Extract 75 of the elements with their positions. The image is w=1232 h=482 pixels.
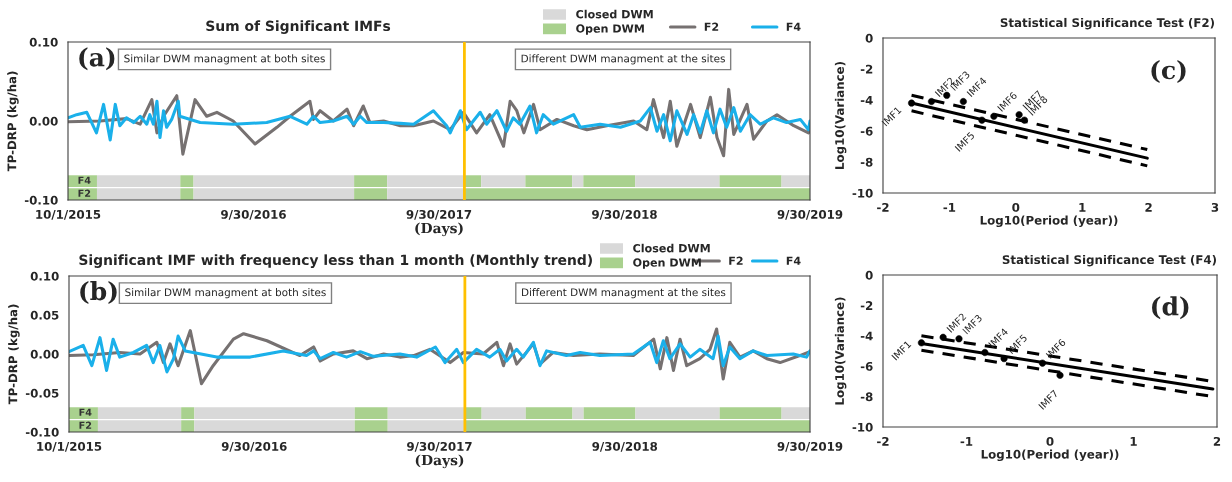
annotation: F4 xyxy=(78,176,91,184)
x-tick-label: 2 xyxy=(1213,436,1221,446)
y-tick-label: 0.10 xyxy=(30,271,59,281)
y-tick-label: 0.00 xyxy=(29,116,58,126)
line-series xyxy=(69,334,810,374)
y-tick-label: -8 xyxy=(860,157,873,167)
x-tick-label: -1 xyxy=(960,437,973,446)
legend-label: F2 xyxy=(729,256,743,265)
x-tick-label: 2 xyxy=(1145,202,1152,212)
chart-title: Statistical Significance Test (F2) xyxy=(1000,17,1214,30)
x-tick-label: 0 xyxy=(1046,436,1054,446)
legend-label: F4 xyxy=(786,22,801,31)
x-tick-label: 9/30/2019 xyxy=(777,209,843,220)
y-tick-label: 0.10 xyxy=(29,37,58,47)
annotation: (c) xyxy=(1151,60,1186,83)
annotation: Similar DWM managment at both sites xyxy=(125,288,326,299)
y-tick-label: 0.05 xyxy=(30,310,59,320)
annotation: Different DWM managment at the sites xyxy=(521,54,725,65)
x-tick-label: 9/30/2018 xyxy=(592,441,658,452)
x-tick-label: 9/30/2017 xyxy=(407,441,472,452)
y-axis-title: Log10(Variance) xyxy=(834,62,847,169)
y-tick-label: -4 xyxy=(860,95,873,105)
x-tick-label: 9/30/2018 xyxy=(592,209,657,220)
x-tick-label: 0 xyxy=(1012,202,1020,212)
legend-label: F4 xyxy=(786,256,801,265)
x-tick-label: 9/30/2016 xyxy=(221,209,286,220)
annotation: Different DWM managment at the sites xyxy=(522,288,726,299)
x-tick-label: 9/30/2017 xyxy=(406,209,472,220)
line-series xyxy=(68,99,810,143)
x-axis-title: (Days) xyxy=(415,454,464,469)
annotation: F2 xyxy=(78,189,91,197)
y-tick-label: -0.05 xyxy=(25,388,59,398)
y-tick-label: -10 xyxy=(852,422,873,432)
y-tick-label: -0.10 xyxy=(25,427,59,437)
annotation: (a) xyxy=(79,47,115,71)
y-tick-label: -0.10 xyxy=(24,195,58,205)
annotation: Similar DWM managment at both sites xyxy=(124,54,325,65)
x-tick-label: 10/1/2015 xyxy=(37,441,102,452)
y-axis-title: Log10(Variance) xyxy=(834,297,847,405)
y-tick-label: 0 xyxy=(865,33,873,43)
x-tick-label: -2 xyxy=(877,202,889,212)
annotation: F4 xyxy=(79,408,92,416)
y-tick-label: -2 xyxy=(860,64,873,74)
x-axis-title: Log10(Period (year)) xyxy=(980,215,1118,228)
legend-label: Open DWM xyxy=(633,258,701,269)
x-tick-label: 1 xyxy=(1079,203,1086,212)
y-tick-label: 0 xyxy=(865,270,873,280)
x-axis-title: Log10(Period (year)) xyxy=(981,449,1119,462)
x-tick-label: -1 xyxy=(943,203,956,212)
x-tick-label: -2 xyxy=(877,436,889,446)
x-tick-label: 9/30/2016 xyxy=(221,441,287,452)
chart-title: Sum of Significant IMFs xyxy=(206,20,391,34)
legend-label: Closed DWM xyxy=(633,243,710,253)
y-tick-label: -10 xyxy=(852,188,873,198)
annotation: (d) xyxy=(1152,296,1189,320)
annotation: (b) xyxy=(80,281,117,304)
y-tick-label: -2 xyxy=(860,301,873,310)
legend-label: Open DWM xyxy=(576,24,644,35)
x-tick-label: 1 xyxy=(1130,437,1137,446)
x-tick-label: 3 xyxy=(1211,202,1219,212)
legend-label: F2 xyxy=(704,22,719,31)
y-tick-label: -6 xyxy=(860,126,873,136)
y-tick-label: -4 xyxy=(860,331,873,341)
y-tick-label: 0.00 xyxy=(30,349,59,359)
y-tick-label: -6 xyxy=(860,361,873,371)
x-tick-label: 9/30/2019 xyxy=(777,441,843,452)
y-tick-label: -8 xyxy=(860,392,873,402)
annotation: F2 xyxy=(79,421,92,429)
chart-title: Significant IMF with frequency less than 1 month (Monthly trend) xyxy=(79,254,592,268)
x-axis-title: (Days) xyxy=(415,222,463,237)
y-axis-title: TP-DRP (kg/ha) xyxy=(7,71,19,172)
legend-label: Closed DWM xyxy=(576,9,653,19)
chart-title: Statistical Significance Test (F4) xyxy=(1002,254,1216,267)
x-tick-label: 10/1/2015 xyxy=(36,209,101,220)
y-axis-title: TP-DRP (kg/ha) xyxy=(8,304,20,405)
